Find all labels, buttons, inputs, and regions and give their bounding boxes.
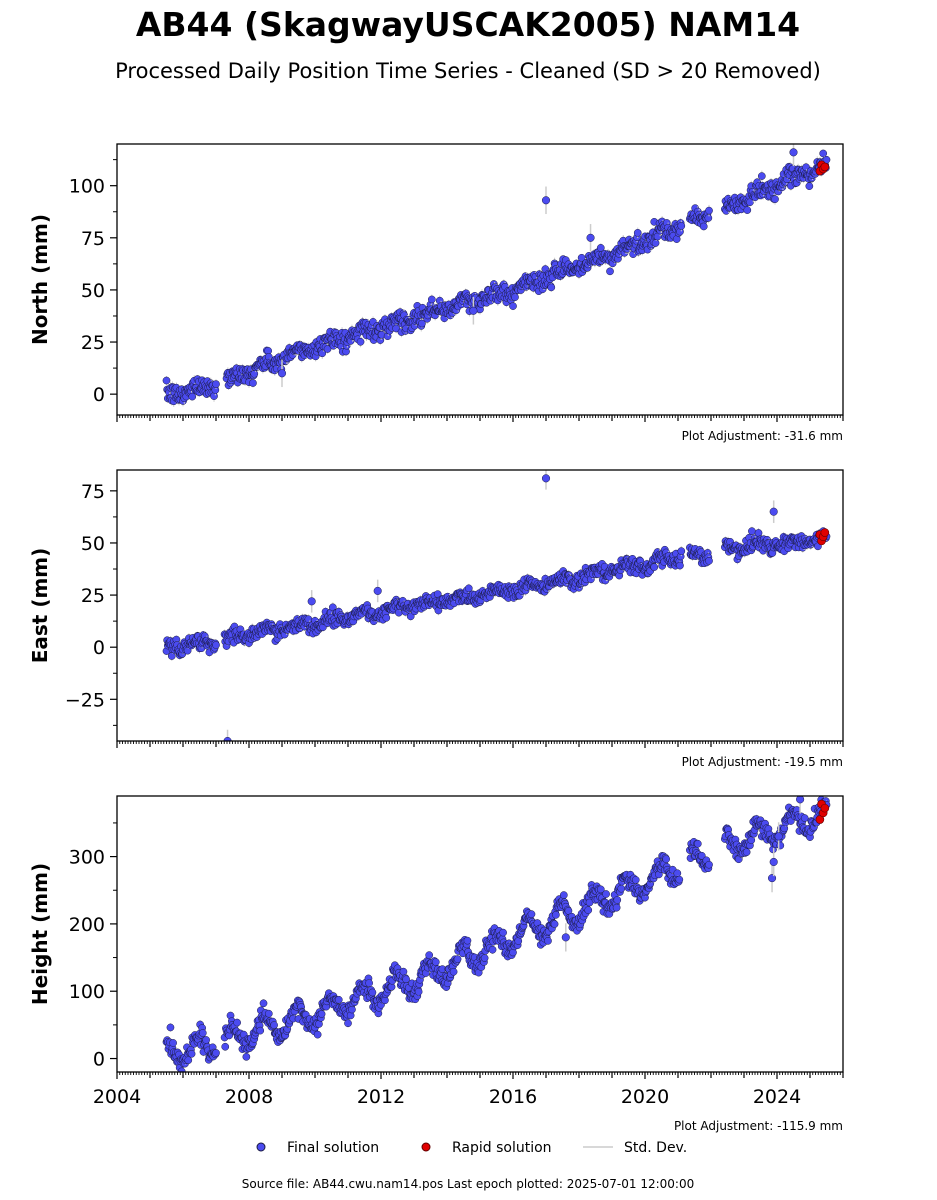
y-tick-label: 25	[81, 585, 105, 607]
final-point	[382, 613, 391, 622]
data-points-0	[162, 144, 831, 407]
outlier-point	[373, 586, 382, 595]
final-point	[242, 1052, 251, 1061]
y-tick-label: 75	[81, 228, 105, 250]
y-tick-label: 0	[93, 637, 105, 659]
final-point	[746, 198, 754, 207]
data-points-1	[162, 470, 831, 741]
final-point	[705, 556, 713, 565]
final-point	[757, 172, 766, 180]
final-point	[323, 345, 332, 353]
final-point	[187, 1049, 196, 1058]
final-point	[606, 267, 614, 276]
final-point	[250, 369, 259, 378]
y-tick-label: 75	[81, 481, 105, 503]
final-point	[270, 1021, 278, 1029]
y-tick-label: 0	[93, 384, 105, 406]
final-point	[651, 239, 660, 247]
outlier-point	[586, 233, 595, 242]
final-point	[819, 149, 828, 158]
final-point	[805, 182, 814, 190]
final-point	[677, 222, 686, 230]
final-point	[427, 295, 436, 304]
figure-title: AB44 (SkagwayUSCAK2005) NAM14	[136, 5, 800, 44]
outlier-point	[789, 148, 798, 157]
figure-subtitle: Processed Daily Position Time Series - C…	[115, 59, 821, 83]
final-point	[748, 527, 756, 535]
final-point	[344, 1019, 352, 1028]
rapid-point	[820, 528, 830, 537]
east-panel: −25 0 25 50 75 East (mm) Plot Adjustment: -19.…	[28, 469, 844, 769]
final-point	[212, 1049, 220, 1057]
plot-adjustment-note: Plot Adjustment: -19.5 mm	[682, 755, 843, 769]
final-point	[202, 1036, 210, 1044]
final-point	[705, 206, 713, 215]
final-point	[264, 1009, 273, 1018]
plot-adjustment-note: Plot Adjustment: -31.6 mm	[682, 429, 843, 443]
y-tick-label: 100	[69, 176, 105, 198]
final-point	[313, 1030, 322, 1039]
final-point	[699, 222, 708, 231]
final-point	[259, 999, 268, 1008]
y-tick-label: 25	[81, 332, 105, 354]
rapid-point	[820, 162, 830, 172]
final-point	[771, 195, 779, 204]
outlier-point	[307, 597, 316, 606]
outlier-point	[469, 306, 478, 315]
outlier-point	[223, 736, 232, 741]
final-point	[509, 302, 517, 310]
final-point	[249, 379, 257, 387]
final-point	[184, 1056, 193, 1065]
outlier-point	[277, 369, 287, 378]
final-point	[198, 1029, 207, 1037]
final-point	[392, 324, 401, 333]
final-point	[406, 612, 415, 621]
final-point	[356, 337, 365, 346]
final-point	[676, 561, 684, 570]
final-point	[704, 214, 713, 222]
final-point	[212, 641, 220, 649]
final-point	[188, 392, 197, 401]
final-point	[212, 380, 220, 388]
final-point	[169, 1039, 177, 1047]
north-panel: 0 25 50 75 100 North (mm) Plot Adjustment: -31…	[28, 143, 844, 443]
y-tick-label: 50	[81, 280, 105, 302]
final-point	[233, 1018, 241, 1027]
final-point	[633, 229, 642, 237]
final-point	[162, 376, 171, 385]
outlier-point	[541, 196, 551, 205]
data-points-2	[162, 796, 831, 1072]
final-point	[464, 584, 473, 593]
y-axis-label: North (mm)	[28, 214, 52, 345]
final-point	[317, 1010, 326, 1018]
y-axis-label: East (mm)	[28, 548, 52, 664]
final-point	[334, 995, 343, 1004]
outlier-point	[769, 507, 778, 516]
y-tick-label: −25	[65, 689, 105, 711]
final-point	[418, 319, 426, 328]
final-point	[511, 293, 519, 302]
final-point	[256, 1026, 265, 1035]
final-point	[221, 1042, 230, 1051]
final-point	[650, 563, 659, 571]
final-point	[743, 206, 752, 214]
final-point	[677, 547, 686, 555]
y-tick-label: 50	[81, 533, 105, 555]
final-point	[166, 1023, 175, 1032]
final-point	[577, 253, 586, 262]
final-point	[547, 283, 556, 292]
outlier-point	[541, 474, 551, 483]
